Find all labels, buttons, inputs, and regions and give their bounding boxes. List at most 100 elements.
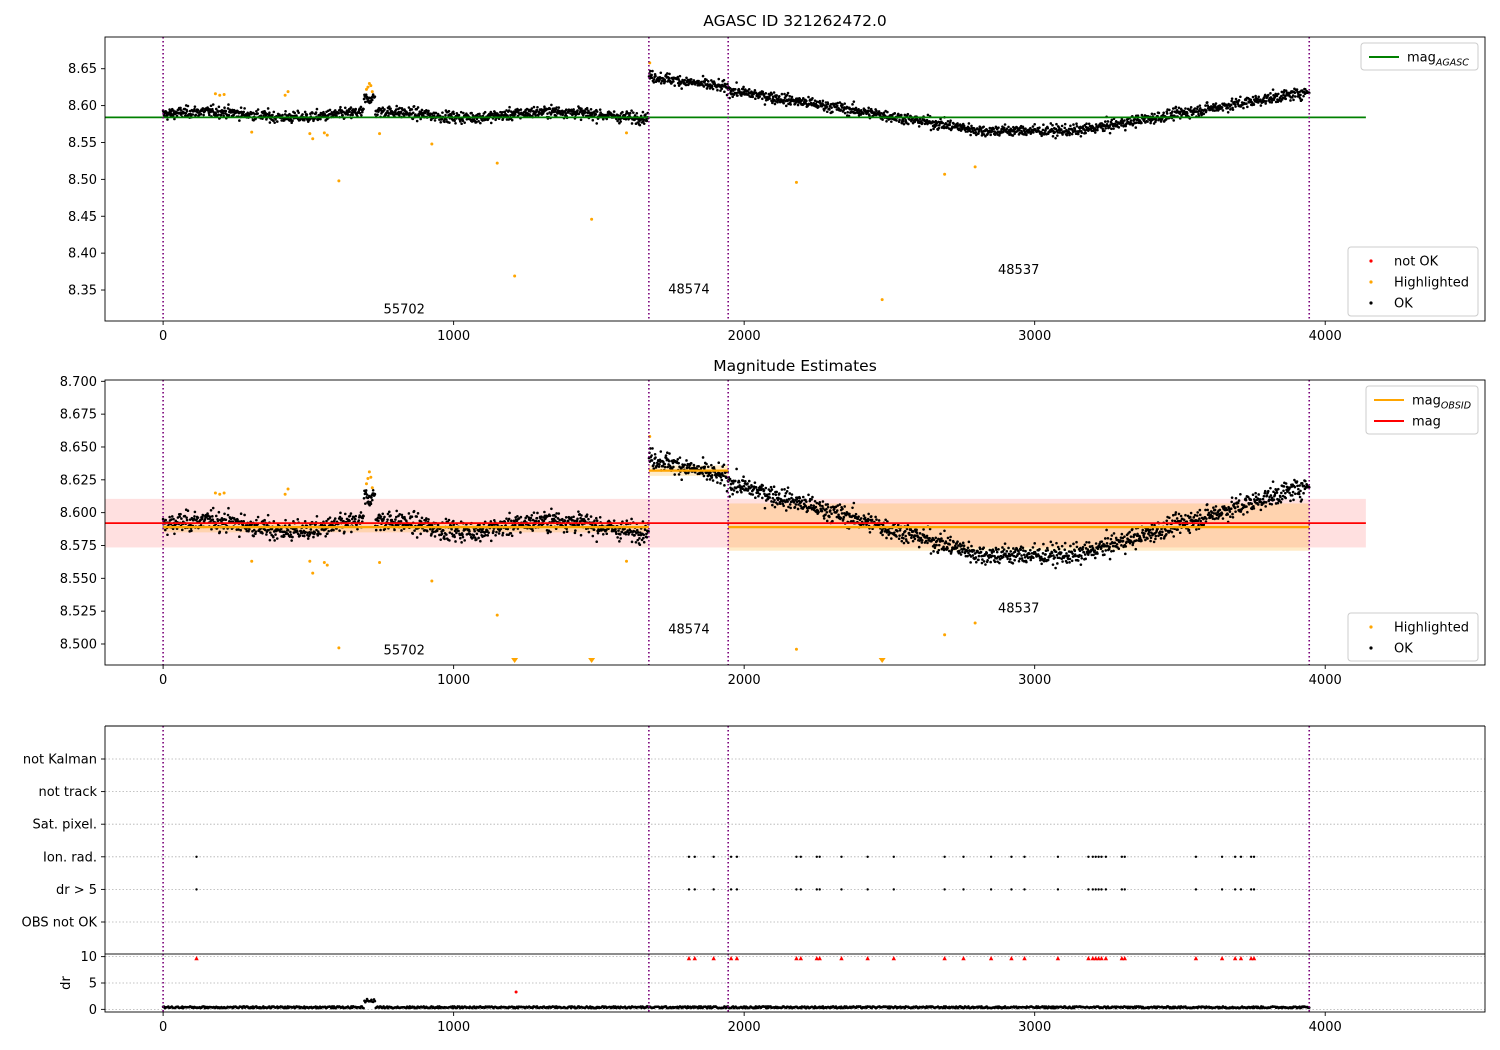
- ok-point: [1237, 99, 1241, 102]
- ok-point: [1085, 122, 1088, 126]
- ok-point: [922, 528, 925, 531]
- ok-point: [784, 509, 788, 512]
- ok-point: [548, 107, 552, 111]
- ok-point: [416, 106, 420, 109]
- ok-point: [304, 530, 307, 534]
- ok-point: [1053, 130, 1057, 134]
- ok-point: [710, 476, 714, 479]
- ok-point: [821, 504, 824, 508]
- ok-point: [957, 544, 960, 547]
- ok-point: [1214, 102, 1218, 105]
- ok-point: [491, 112, 494, 116]
- ok-point: [701, 456, 705, 459]
- ok-point: [172, 109, 175, 112]
- highlighted-point: [495, 161, 499, 165]
- ok-point: [543, 105, 546, 109]
- ok-point: [577, 510, 580, 513]
- ok-point: [1098, 542, 1101, 546]
- ok-point: [1050, 551, 1054, 555]
- ok-point: [1041, 552, 1045, 555]
- ok-point: [740, 94, 743, 97]
- ok-point: [1121, 121, 1125, 125]
- ok-point: [831, 110, 834, 114]
- ok-point: [652, 77, 656, 81]
- ok-point: [747, 88, 751, 91]
- ok-point: [658, 463, 661, 466]
- ok-point: [495, 530, 498, 534]
- ok-point: [1052, 554, 1055, 557]
- ok-point: [943, 529, 946, 533]
- ok-point: [1068, 557, 1072, 561]
- ok-point: [1146, 120, 1149, 123]
- ok-point: [577, 112, 581, 116]
- ok-point: [1232, 100, 1236, 104]
- ok-point: [862, 514, 866, 517]
- plot-title-magnitude-estimates: Magnitude Estimates: [713, 357, 877, 375]
- ok-point: [387, 114, 390, 118]
- ok-point: [709, 471, 712, 474]
- ok-point: [726, 82, 729, 86]
- ok-point: [683, 78, 687, 82]
- ok-point: [516, 514, 519, 518]
- ok-point: [1121, 536, 1125, 540]
- plot-title-agasc: AGASC ID 321262472.0: [703, 12, 887, 30]
- legend-box: [1347, 246, 1479, 317]
- ok-point: [786, 91, 790, 95]
- ok-point: [784, 104, 788, 108]
- ok-point: [430, 523, 434, 527]
- ok-point: [246, 111, 249, 115]
- ok-point: [736, 94, 739, 97]
- ok-point: [565, 530, 569, 533]
- ok-point: [1252, 103, 1256, 106]
- ok-point: [360, 110, 364, 114]
- ok-point: [595, 519, 599, 522]
- ok-point: [728, 495, 731, 498]
- ok-point: [612, 110, 616, 113]
- ok-point: [828, 509, 832, 512]
- ok-point: [843, 505, 846, 508]
- ok-point: [1205, 109, 1208, 112]
- ok-point: [996, 560, 999, 563]
- ok-point: [575, 519, 579, 523]
- y-tick-label: 8.35: [68, 284, 97, 299]
- ok-point: [946, 536, 950, 540]
- ok-point: [1100, 546, 1103, 550]
- ok-point: [239, 106, 243, 109]
- ok-point: [1075, 122, 1078, 125]
- ok-point: [1120, 532, 1124, 536]
- ok-point: [662, 460, 665, 464]
- ok-point: [383, 515, 386, 519]
- ok-point: [848, 512, 851, 516]
- ok-point: [944, 541, 948, 545]
- ok-point: [880, 528, 884, 532]
- ok-point: [965, 549, 969, 553]
- ok-point: [915, 531, 919, 535]
- ok-point: [591, 118, 595, 122]
- ok-point: [1236, 102, 1240, 106]
- ok-point: [555, 106, 558, 109]
- ok-point: [226, 513, 230, 517]
- ok-point: [386, 512, 390, 516]
- ok-point: [237, 528, 240, 531]
- ok-point: [737, 480, 741, 484]
- ok-point: [333, 517, 337, 520]
- ok-point: [1065, 552, 1068, 555]
- ok-point: [926, 541, 929, 545]
- ok-point: [832, 507, 836, 511]
- y-tick-label: 8.65: [68, 62, 97, 77]
- ok-point: [199, 112, 203, 116]
- ok-point: [389, 107, 392, 111]
- ok-point: [628, 111, 632, 115]
- ok-point: [1108, 131, 1112, 135]
- ok-point: [1280, 94, 1283, 98]
- ok-point: [976, 549, 979, 553]
- ok-point: [410, 108, 414, 111]
- ok-point: [261, 531, 264, 535]
- ok-point: [410, 515, 414, 519]
- ok-point: [616, 536, 619, 539]
- ok-point: [700, 80, 703, 84]
- ok-point: [875, 518, 878, 521]
- ok-point: [682, 465, 685, 468]
- ok-point: [1124, 128, 1127, 132]
- ok-point: [896, 529, 899, 533]
